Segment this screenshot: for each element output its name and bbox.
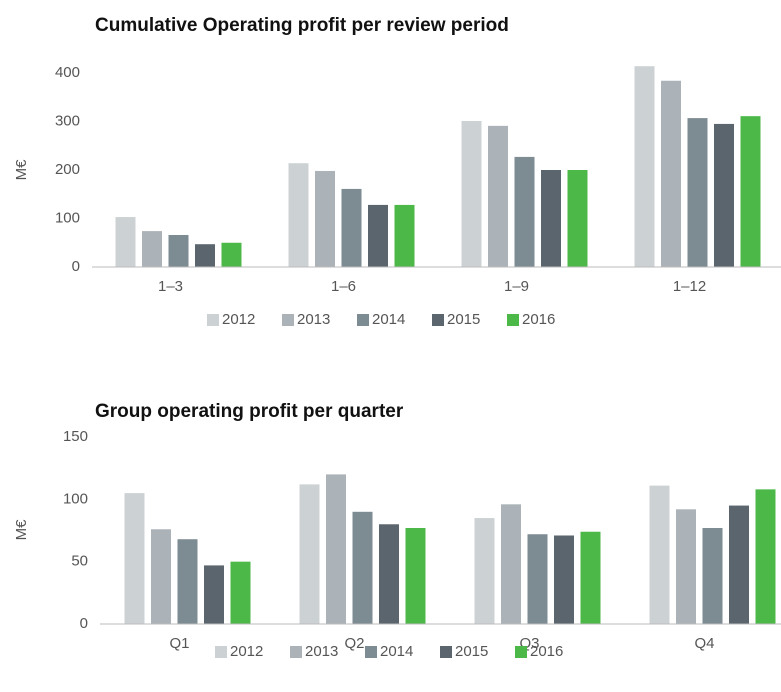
legend-label: 2012 — [222, 311, 255, 328]
bar — [580, 531, 601, 624]
bar — [177, 539, 198, 624]
y-tick-label: 0 — [80, 615, 88, 632]
legend-label: 2015 — [455, 643, 488, 660]
bar — [541, 170, 561, 267]
x-tick-label: 1–9 — [504, 278, 529, 295]
y-tick-label: 200 — [55, 161, 80, 178]
y-tick-label: 50 — [71, 553, 88, 570]
bar — [740, 116, 761, 267]
y-axis-label: M€ — [13, 159, 30, 180]
bar — [230, 561, 251, 624]
x-tick-label: 1–12 — [673, 278, 706, 295]
bar — [368, 204, 388, 267]
y-tick-label: 150 — [63, 428, 88, 445]
legend-swatch — [290, 646, 302, 658]
bar — [687, 118, 708, 267]
bar — [501, 504, 521, 624]
bar — [341, 188, 362, 267]
bar — [204, 565, 224, 624]
legend-label: 2016 — [530, 643, 563, 660]
bar — [405, 528, 426, 624]
y-tick-label: 100 — [63, 490, 88, 507]
x-tick-label: Q1 — [169, 635, 189, 652]
bar — [661, 80, 681, 267]
y-tick-label: 100 — [55, 209, 80, 226]
legend-label: 2016 — [522, 311, 555, 328]
bar — [702, 528, 723, 624]
bar — [567, 170, 588, 267]
bar — [394, 204, 415, 267]
bar — [195, 244, 215, 267]
bar — [315, 170, 335, 267]
bar — [474, 518, 495, 624]
y-tick-label: 300 — [55, 112, 80, 129]
legend-swatch — [432, 314, 444, 326]
bar — [151, 529, 171, 624]
y-axis-label: M€ — [13, 519, 30, 540]
bar — [514, 156, 535, 267]
legend-swatch — [357, 314, 369, 326]
bar — [554, 535, 574, 624]
bar — [755, 489, 776, 624]
bar — [714, 123, 734, 267]
x-tick-label: Q2 — [344, 635, 364, 652]
legend-swatch — [215, 646, 227, 658]
bar — [729, 505, 749, 624]
x-tick-label: 1–6 — [331, 278, 356, 295]
legend-label: 2013 — [305, 643, 338, 660]
bar — [488, 125, 508, 268]
bar — [461, 121, 482, 267]
legend-swatch — [507, 314, 519, 326]
legend-label: 2014 — [372, 311, 405, 328]
legend-label: 2014 — [380, 643, 413, 660]
bar — [124, 493, 145, 624]
bar — [288, 163, 309, 267]
y-tick-label: 400 — [55, 64, 80, 81]
chart-title: Cumulative Operating profit per review p… — [95, 15, 509, 36]
y-tick-label: 0 — [72, 258, 80, 275]
bar — [142, 231, 162, 267]
bar — [352, 511, 373, 624]
x-tick-label: Q4 — [694, 635, 714, 652]
bar — [168, 234, 189, 267]
bar — [326, 474, 346, 624]
bar — [115, 217, 136, 267]
legend-swatch — [365, 646, 377, 658]
legend-swatch — [440, 646, 452, 658]
bar — [634, 66, 655, 268]
x-tick-label: 1–3 — [158, 278, 183, 295]
bar — [379, 524, 399, 624]
legend-label: 2015 — [447, 311, 480, 328]
bar — [299, 484, 320, 624]
chart-title: Group operating profit per quarter — [95, 401, 404, 422]
legend-label: 2013 — [297, 311, 330, 328]
legend-swatch — [207, 314, 219, 326]
legend-swatch — [282, 314, 294, 326]
bar — [676, 509, 696, 624]
legend-label: 2012 — [230, 643, 263, 660]
bar — [649, 485, 670, 624]
legend-swatch — [515, 646, 527, 658]
bar — [527, 534, 548, 624]
bar — [221, 242, 242, 267]
